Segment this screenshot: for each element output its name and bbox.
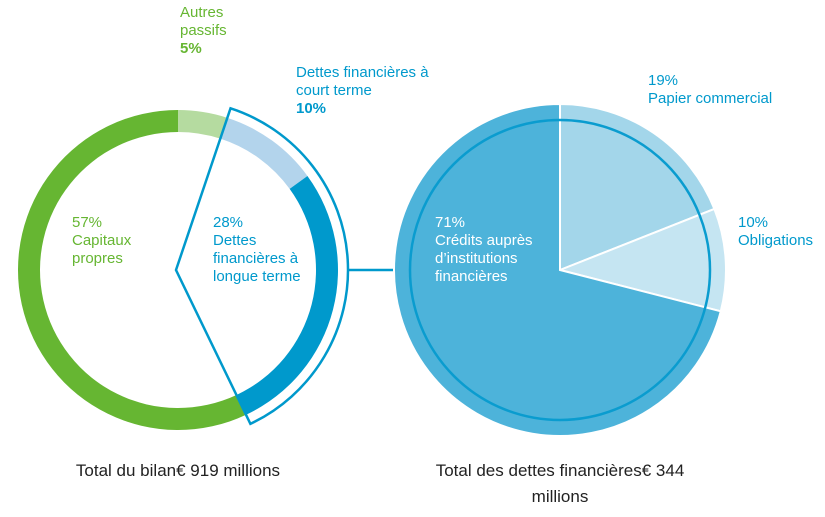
chart-footer: Total des dettes financières€ 344 millio… <box>410 458 710 510</box>
slice-label: 19% Papier commercial <box>648 72 808 108</box>
chart-title: Total du bilan <box>75 461 177 480</box>
slice-label: Dettes financières à court terme 10% <box>296 64 446 118</box>
slice-name: Autres passifs <box>180 4 227 39</box>
slice-name: Crédits auprès d’institutions financière… <box>435 232 533 285</box>
slice-percent: 57% <box>72 214 103 231</box>
inner-ring <box>408 118 712 422</box>
chart-subtitle: € 344 millions <box>531 461 685 506</box>
donut-slice <box>220 117 308 189</box>
slice-percent: 10% <box>296 100 327 117</box>
pie-slice <box>556 207 727 313</box>
slice-name: Obligations <box>738 232 814 249</box>
slice-percent: 28% <box>213 214 244 231</box>
slice-name: Papier commercial <box>648 90 773 107</box>
slice-percent: 19% <box>648 72 679 89</box>
chart-subtitle: € 919 millions <box>176 461 281 480</box>
slice-label: Autres passifs 5% <box>180 4 260 58</box>
slice-label: 57% Capitaux propres <box>72 214 152 268</box>
slice-percent: 5% <box>180 40 202 57</box>
slice-name: Capitaux propres <box>72 232 132 267</box>
highlight-outline <box>174 106 350 426</box>
slice-label: 71% Crédits auprès d’institutions financi… <box>435 214 555 286</box>
pie-slice <box>559 102 716 272</box>
slice-label: 10% Obligations <box>738 214 825 250</box>
pie-slice <box>393 102 723 437</box>
chart-title: Total des dettes financières <box>435 461 642 480</box>
slice-name: Dettes financières à court terme <box>296 64 429 99</box>
donut-slice <box>178 110 228 139</box>
chart-footer: Total du bilan€ 919 millions <box>28 458 328 484</box>
slice-percent: 10% <box>738 214 769 231</box>
slice-percent: 71% <box>435 214 466 231</box>
donut-slice <box>236 175 338 415</box>
slice-label: 28% Dettes financières à longue terme <box>213 214 308 286</box>
slice-name: Dettes financières à longue terme <box>213 232 301 285</box>
donut-slice <box>17 110 247 430</box>
